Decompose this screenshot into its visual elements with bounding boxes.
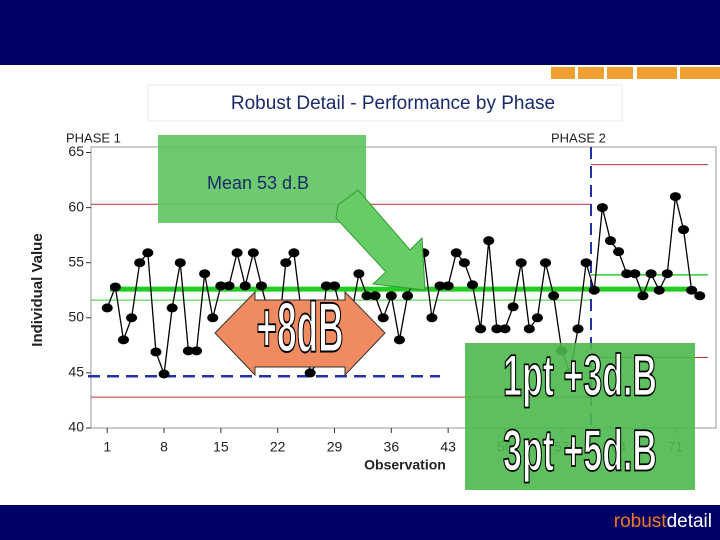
data-point <box>191 346 203 356</box>
data-point <box>231 248 243 258</box>
x-axis-label: Observation <box>364 457 446 473</box>
phase-label: PHASE 1 <box>66 130 121 145</box>
data-point <box>686 285 698 295</box>
data-point <box>377 313 389 323</box>
data-point <box>458 258 470 268</box>
y-tick-label: 60 <box>68 198 84 214</box>
phase2-annotation: 1pt +3d.B <box>503 344 657 409</box>
overlay: Mean 53 d.B +8dB 1pt +3d.B 3pt +5d.B <box>158 135 695 490</box>
data-point <box>329 281 341 291</box>
y-tick-label: 50 <box>68 309 84 325</box>
x-tick-label: 22 <box>270 439 286 455</box>
data-point <box>101 303 113 313</box>
y-axis-label: Individual Value <box>29 233 46 346</box>
phase-label: PHASE 2 <box>551 130 606 145</box>
data-point <box>531 313 543 323</box>
data-point <box>385 291 397 301</box>
arrow <box>335 189 426 291</box>
x-tick-label: 15 <box>213 439 229 455</box>
data-point <box>661 269 673 279</box>
data-point <box>126 313 138 323</box>
data-point <box>678 225 690 235</box>
data-point <box>629 269 641 279</box>
data-point <box>645 269 657 279</box>
x-tick-label: 29 <box>327 439 343 455</box>
data-point <box>320 281 332 291</box>
data-point <box>613 247 625 257</box>
data-point <box>588 285 600 295</box>
gain-arrow <box>214 290 386 377</box>
data-point <box>117 335 129 345</box>
data-point <box>434 281 446 291</box>
decor-squares <box>551 67 720 79</box>
data-point <box>475 324 487 334</box>
data-point <box>255 281 267 291</box>
x-tick-label: 43 <box>440 439 456 455</box>
data-point <box>369 291 381 301</box>
phase2-annotation: 3pt +5d.B <box>503 419 657 484</box>
data-point <box>304 368 316 378</box>
data-point <box>207 313 219 323</box>
data-point <box>694 291 706 301</box>
data-point <box>507 302 519 312</box>
mean-box <box>158 135 366 223</box>
y-tick-label: 55 <box>68 253 84 269</box>
data-point <box>637 291 649 301</box>
data-point <box>353 269 365 279</box>
data-point <box>402 291 414 301</box>
data-point <box>580 258 592 268</box>
data-point <box>483 236 495 246</box>
data-point <box>491 324 503 334</box>
brand: robustdetail <box>614 511 712 532</box>
phase2-box <box>465 343 695 490</box>
data-point <box>499 324 511 334</box>
title-box <box>147 84 623 122</box>
data-point <box>223 281 235 291</box>
data-point <box>540 258 552 268</box>
data-point <box>166 303 178 313</box>
data-point <box>450 248 462 258</box>
data-point <box>515 258 527 268</box>
x-tick-label: 1 <box>103 439 111 455</box>
data-point <box>466 280 478 290</box>
data-point <box>134 258 146 268</box>
data-point <box>442 281 454 291</box>
chart-title: Robust Detail - Performance by Phase <box>231 93 555 114</box>
data-point <box>361 291 373 301</box>
data-point <box>199 269 211 279</box>
gain-annotation: +8dB <box>256 288 343 366</box>
mean-annotation: Mean 53 d.B <box>207 173 309 193</box>
data-point <box>653 285 665 295</box>
data-point <box>669 192 681 202</box>
data-point <box>280 258 292 268</box>
data-point <box>109 282 121 292</box>
data-point <box>572 324 584 334</box>
data-point <box>182 346 194 356</box>
data-point <box>426 313 438 323</box>
y-tick-label: 40 <box>68 419 84 435</box>
data-point <box>548 291 560 301</box>
data-point <box>596 203 608 213</box>
data-point <box>523 324 535 334</box>
data-point <box>288 248 300 258</box>
data-point <box>247 248 259 258</box>
data-point <box>215 281 227 291</box>
x-tick-label: 36 <box>384 439 400 455</box>
data-point <box>604 236 616 246</box>
data-point <box>621 269 633 279</box>
y-tick-label: 65 <box>68 143 84 159</box>
data-point <box>393 335 405 345</box>
data-point <box>239 281 251 291</box>
data-point <box>150 347 162 357</box>
data-point <box>174 258 186 268</box>
x-tick-label: 8 <box>160 439 168 455</box>
header-band <box>0 0 720 65</box>
data-line <box>106 196 701 376</box>
data-point <box>158 369 170 379</box>
data-point <box>142 248 154 258</box>
footer-band <box>0 505 720 540</box>
y-tick-label: 45 <box>68 364 84 380</box>
